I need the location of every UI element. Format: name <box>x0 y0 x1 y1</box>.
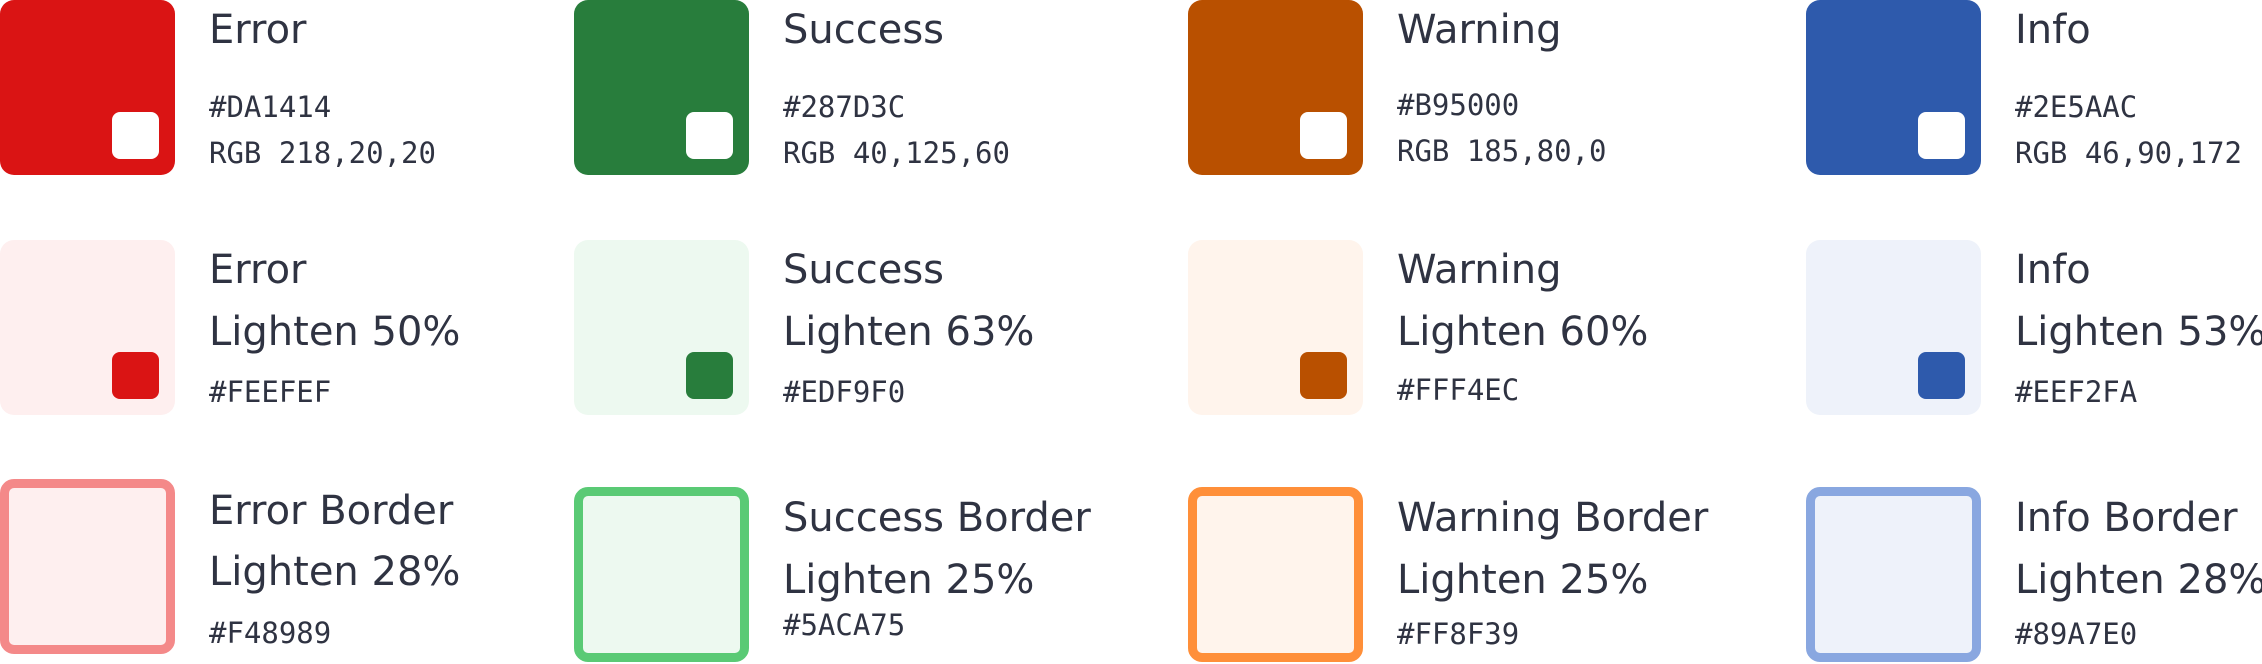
error-base-rgb: RGB 218,20,20 <box>209 136 436 170</box>
warning-border-swatch <box>1188 487 1363 662</box>
error-light-desc: Lighten 50% <box>209 309 461 355</box>
error-base-row: Error #DA1414 RGB 218,20,20 <box>0 0 520 175</box>
warning-base-chip <box>1300 112 1347 159</box>
error-border-swatch <box>0 479 175 654</box>
warning-border-row: Warning Border Lighten 25% #FF8F39 <box>1188 487 1708 662</box>
error-base-name: Error <box>209 7 307 53</box>
error-column: Error #DA1414 RGB 218,20,20 Error Lighte… <box>0 0 520 664</box>
info-column: Info #2E5AAC RGB 46,90,172 Info Lighten … <box>1806 0 2262 664</box>
error-border-desc: Lighten 28% <box>209 549 461 595</box>
warning-border-name: Warning Border <box>1397 495 1709 541</box>
info-border-desc: Lighten 28% <box>2015 557 2262 603</box>
success-base-chip <box>686 112 733 159</box>
warning-light-chip <box>1300 352 1347 399</box>
success-base-hex: #287D3C <box>783 90 906 124</box>
success-light-hex: #EDF9F0 <box>783 375 906 409</box>
info-base-rgb: RGB 46,90,172 <box>2015 136 2242 170</box>
success-base-name: Success <box>783 7 945 53</box>
success-border-desc: Lighten 25% <box>783 557 1035 603</box>
info-base-name: Info <box>2015 7 2091 53</box>
error-border-hex: #F48989 <box>209 616 332 650</box>
error-base-chip <box>112 112 159 159</box>
info-border-swatch <box>1806 487 1981 662</box>
info-light-desc: Lighten 53% <box>2015 309 2262 355</box>
warning-light-hex: #FFF4EC <box>1397 373 1520 407</box>
warning-light-name: Warning <box>1397 247 1562 293</box>
info-light-row: Info Lighten 53% #EEF2FA <box>1806 240 2262 415</box>
success-border-swatch <box>574 487 749 662</box>
error-border-row: Error Border Lighten 28% #F48989 <box>0 479 520 654</box>
warning-light-row: Warning Lighten 60% #FFF4EC <box>1188 240 1708 415</box>
success-column: Success #287D3C RGB 40,125,60 Success Li… <box>574 0 1094 664</box>
error-light-hex: #FEEFEF <box>209 375 332 409</box>
warning-base-row: Warning #B95000 RGB 185,80,0 <box>1188 0 1708 175</box>
error-light-chip <box>112 352 159 399</box>
info-base-hex: #2E5AAC <box>2015 90 2138 124</box>
warning-border-desc: Lighten 25% <box>1397 557 1649 603</box>
success-border-hex: #5ACA75 <box>783 608 906 642</box>
info-border-name: Info Border <box>2015 495 2238 541</box>
error-light-row: Error Lighten 50% #FEEFEF <box>0 240 520 415</box>
info-border-hex: #89A7E0 <box>2015 617 2138 651</box>
info-border-row: Info Border Lighten 28% #89A7E0 <box>1806 487 2262 662</box>
success-light-chip <box>686 352 733 399</box>
warning-base-hex: #B95000 <box>1397 88 1520 122</box>
error-light-name: Error <box>209 247 307 293</box>
info-light-chip <box>1918 352 1965 399</box>
warning-border-hex: #FF8F39 <box>1397 617 1520 651</box>
success-light-name: Success <box>783 247 945 293</box>
info-base-chip <box>1918 112 1965 159</box>
warning-base-rgb: RGB 185,80,0 <box>1397 134 1607 168</box>
warning-column: Warning #B95000 RGB 185,80,0 Warning Lig… <box>1188 0 1708 664</box>
info-base-row: Info #2E5AAC RGB 46,90,172 <box>1806 0 2262 175</box>
info-light-name: Info <box>2015 247 2091 293</box>
success-border-name: Success Border <box>783 495 1091 541</box>
success-base-rgb: RGB 40,125,60 <box>783 136 1010 170</box>
error-base-hex: #DA1414 <box>209 90 332 124</box>
success-border-row: Success Border Lighten 25% #5ACA75 <box>574 487 1094 662</box>
warning-base-name: Warning <box>1397 7 1562 53</box>
success-base-row: Success #287D3C RGB 40,125,60 <box>574 0 1094 175</box>
error-border-name: Error Border <box>209 488 454 534</box>
success-light-row: Success Lighten 63% #EDF9F0 <box>574 240 1094 415</box>
info-light-hex: #EEF2FA <box>2015 375 2138 409</box>
success-light-desc: Lighten 63% <box>783 309 1035 355</box>
warning-light-desc: Lighten 60% <box>1397 309 1649 355</box>
